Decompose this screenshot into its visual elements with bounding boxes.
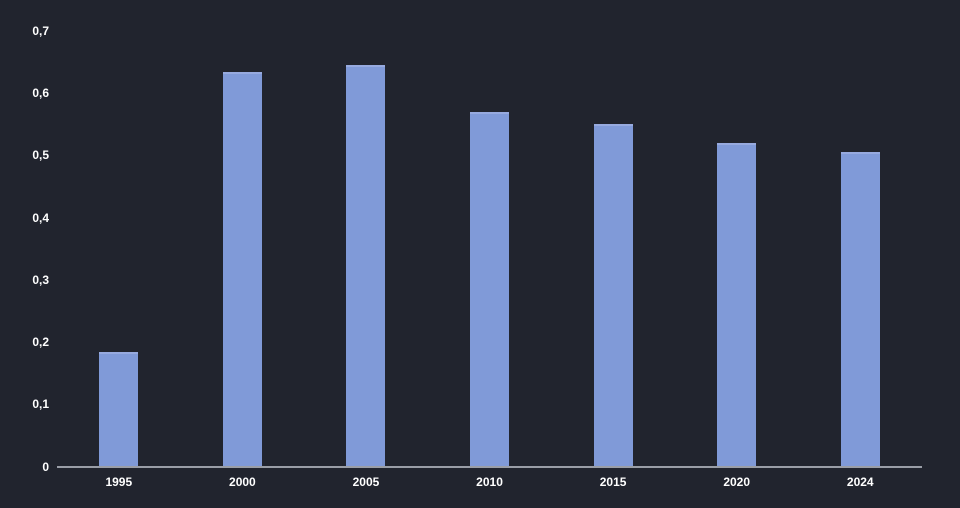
bar	[840, 152, 880, 467]
x-tick-label: 2010	[476, 475, 503, 489]
x-axis-labels: 1995 2000 2005 2010 2015 2020 2024	[57, 475, 922, 490]
bar-cell	[304, 31, 428, 467]
bar	[470, 111, 510, 467]
bar	[593, 124, 633, 467]
y-axis: 0 0,1 0,2 0,3 0,4 0,5 0,6 0,7	[0, 0, 49, 508]
y-tick-label: 0,2	[32, 335, 49, 350]
y-tick-label: 0,6	[32, 86, 49, 101]
y-tick-label: 0,3	[32, 272, 49, 287]
plot-area	[57, 31, 922, 467]
bar-cell	[428, 31, 552, 467]
y-tick-label: 0,1	[32, 397, 49, 412]
bar-cell	[181, 31, 305, 467]
y-tick-label: 0,4	[32, 210, 49, 225]
bar	[99, 351, 139, 467]
x-tick-label: 2005	[352, 475, 380, 489]
x-tick-label: 2024	[846, 475, 874, 489]
x-axis-line	[57, 466, 922, 468]
y-tick-label: 0	[42, 459, 49, 474]
bar-cell	[798, 31, 922, 467]
bar	[222, 71, 262, 467]
x-tick-label: 2015	[599, 475, 627, 489]
y-tick-label: 0,5	[32, 148, 49, 163]
bar	[717, 143, 757, 467]
x-tick-label: 2000	[229, 475, 256, 489]
bar-cell	[551, 31, 675, 467]
x-tick-label: 1995	[105, 475, 133, 489]
bar-cell	[675, 31, 799, 467]
bar-cell	[57, 31, 181, 467]
x-tick-label: 2020	[723, 475, 751, 489]
y-tick-label: 0,7	[32, 24, 49, 38]
bar	[346, 65, 386, 467]
